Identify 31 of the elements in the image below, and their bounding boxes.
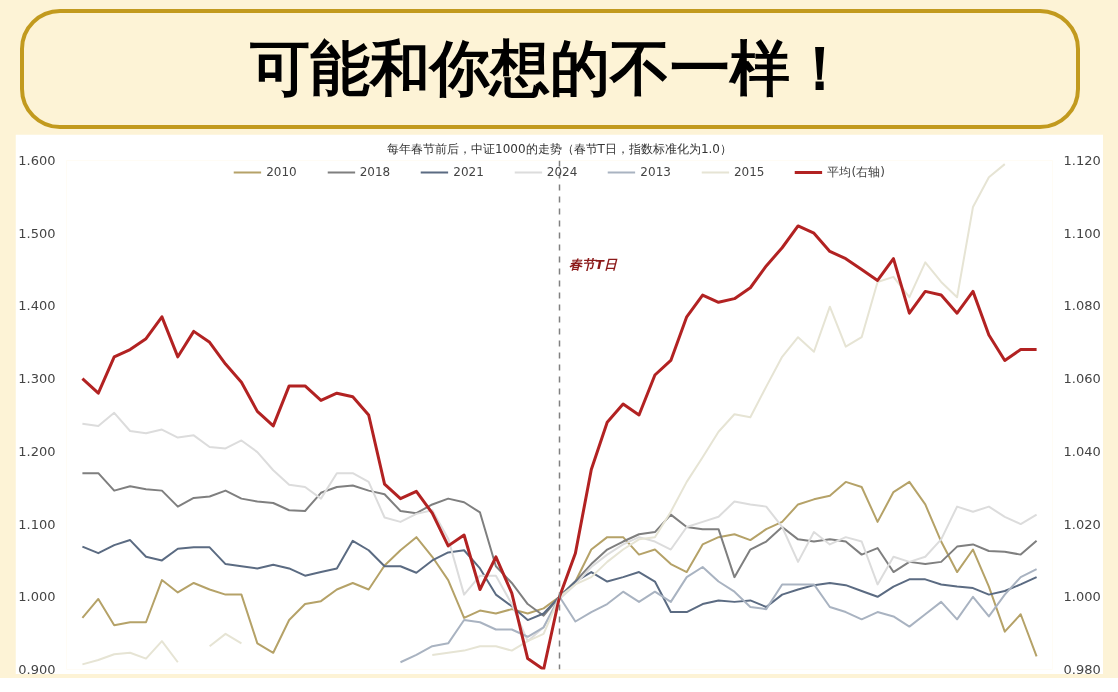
legend-label: 2018 (359, 165, 391, 179)
y-tick-label: 1.100 (18, 516, 56, 532)
y2-tick-label: 0.980 (1063, 662, 1101, 677)
chart-title: 每年春节前后，中证1000的走势（春节T日，指数标准化为1.0） (387, 141, 732, 156)
y2-tick-label: 1.080 (1063, 298, 1101, 314)
y2-tick-label: 1.100 (1063, 225, 1101, 241)
line-series (81, 480, 1038, 658)
y-tick-label: 1.500 (18, 225, 56, 241)
legend-label: 2015 (733, 165, 765, 179)
y-tick-label: 0.900 (18, 662, 56, 677)
y-tick-label: 1.200 (18, 443, 56, 459)
y2-tick-label: 1.000 (1063, 589, 1101, 605)
line-series (81, 472, 1038, 617)
y-tick-label: 1.400 (18, 298, 56, 314)
y2-tick-label: 1.020 (1063, 516, 1101, 532)
y-tick-label: 1.600 (18, 153, 56, 168)
line-series (80, 224, 1039, 670)
y2-tick-label: 1.120 (1063, 153, 1101, 168)
legend-label: 2021 (453, 165, 484, 179)
annotation: 春节T日 (569, 257, 618, 273)
chart-subtitle: 可能和你想的不一样！ (250, 32, 850, 105)
legend-label: 平均(右轴) (827, 163, 885, 181)
y2-tick-label: 1.060 (1063, 371, 1101, 387)
legend-label: 2010 (266, 165, 297, 179)
y2-tick-label: 1.040 (1063, 443, 1101, 459)
legend-label: 2024 (546, 165, 578, 179)
y-tick-label: 1.000 (18, 589, 56, 605)
line-series (81, 539, 1038, 622)
line-series (399, 565, 1038, 664)
y-tick-label: 1.300 (18, 371, 56, 387)
legend-label: 2013 (640, 165, 671, 179)
